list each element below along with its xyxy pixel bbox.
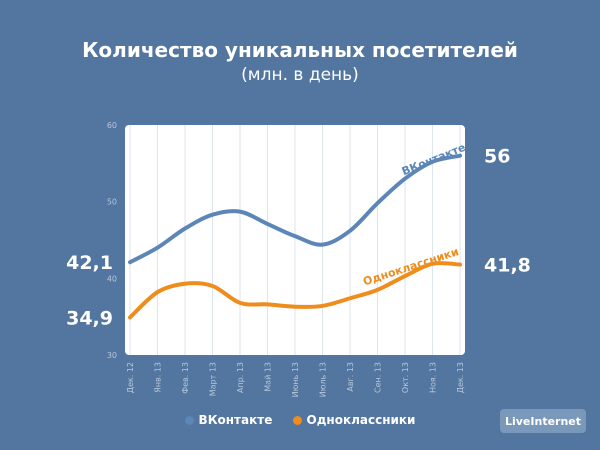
legend: ВКонтакте Одноклассники bbox=[0, 413, 600, 428]
x-tick-6: Июнь 13 bbox=[291, 362, 300, 397]
legend-item-vk: ВКонтакте bbox=[184, 413, 273, 427]
legend-marker-ok bbox=[292, 415, 302, 425]
legend-item-ok: Одноклассники bbox=[292, 413, 416, 427]
x-tick-8: Авг. 13 bbox=[346, 362, 355, 392]
x-tick-3: Март 13 bbox=[209, 362, 218, 396]
legend-marker-vk bbox=[184, 415, 194, 425]
x-tick-12: Дек. 13 bbox=[456, 362, 465, 393]
x-tick-9: Сен. 13 bbox=[374, 362, 383, 393]
x-tick-11: Ноя. 13 bbox=[429, 362, 438, 393]
x-tick-5: Май 13 bbox=[264, 362, 273, 392]
x-tick-2: Фев. 13 bbox=[181, 362, 190, 394]
liveinternet-badge[interactable]: LiveInternet bbox=[500, 409, 586, 433]
legend-label-ok: Одноклассники bbox=[306, 413, 416, 427]
series-line-vk bbox=[128, 153, 462, 265]
legend-label-vk: ВКонтакте bbox=[198, 413, 273, 427]
y-tick-40: 40 bbox=[107, 274, 117, 283]
series-line-ok bbox=[128, 261, 462, 320]
y-tick-50: 50 bbox=[107, 198, 117, 207]
y-tick-60: 60 bbox=[107, 121, 117, 130]
x-tick-10: Окт. 13 bbox=[401, 362, 410, 393]
start-label-vk: 42,1 bbox=[66, 252, 113, 274]
x-tick-4: Апр. 13 bbox=[236, 362, 245, 393]
chart-subtitle: (млн. в день) bbox=[241, 65, 359, 85]
end-label-vk: 56 bbox=[484, 146, 510, 168]
chart-title: Количество уникальных посетителей bbox=[82, 38, 518, 62]
start-label-ok: 34,9 bbox=[66, 307, 113, 329]
x-tick-1: Янв. 13 bbox=[154, 362, 163, 393]
x-tick-7: Июль 13 bbox=[319, 362, 328, 397]
end-label-ok: 41,8 bbox=[484, 255, 531, 277]
x-tick-0: Дек. 12 bbox=[126, 362, 135, 393]
y-tick-30: 30 bbox=[107, 351, 117, 360]
